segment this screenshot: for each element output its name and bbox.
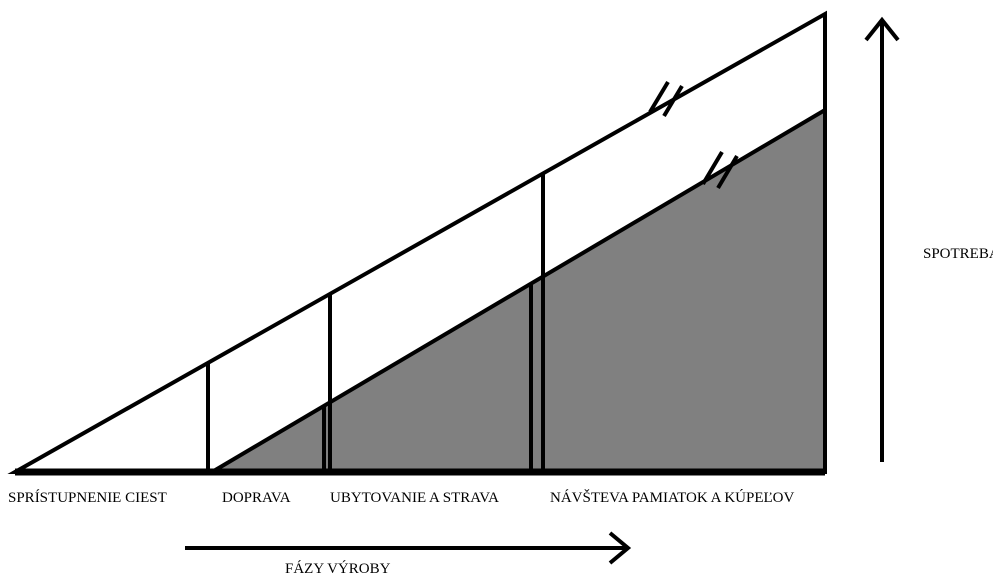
break-mark xyxy=(648,80,670,114)
phase-label: DOPRAVA xyxy=(222,490,291,506)
break-mark xyxy=(716,154,739,190)
y-axis-label: SPOTREBA xyxy=(923,246,993,262)
phase-label: NÁVŠTEVA PAMIATOK A KÚPEĽOV xyxy=(550,489,795,506)
inner-slope xyxy=(210,108,827,474)
phase-label: UBYTOVANIE A STRAVA xyxy=(330,490,499,506)
x-arrow-head xyxy=(608,531,632,565)
x-axis-label: FÁZY VÝROBY xyxy=(285,560,391,576)
break-mark xyxy=(662,84,684,118)
y-arrow-head xyxy=(864,16,900,42)
break-mark xyxy=(701,150,724,186)
phase-label: SPRÍSTUPNENIE CIEST xyxy=(8,489,167,506)
